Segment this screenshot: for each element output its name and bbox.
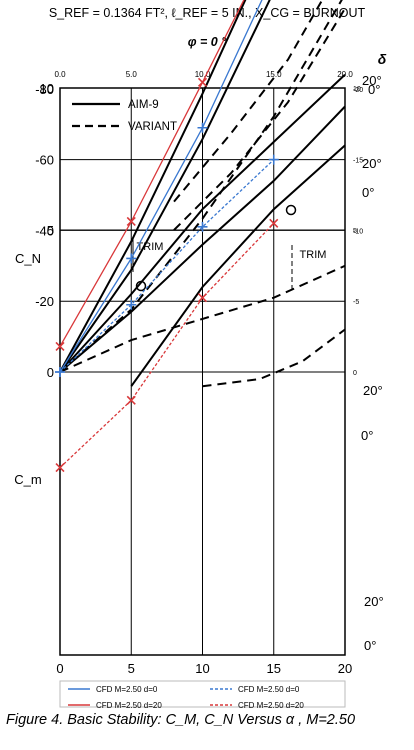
inner-legend-label: AIM-9 bbox=[128, 99, 159, 111]
reference-curve bbox=[59, 264, 346, 373]
right-tick-label: 0 bbox=[353, 370, 357, 377]
left-tick-label: -60 bbox=[35, 153, 54, 168]
x-tick-label: 15 bbox=[267, 661, 281, 676]
delta-mark: 20° bbox=[363, 383, 383, 398]
chart-header-line1: S_REF = 0.1364 FT², ℓ_REF = 5 IN., X_CG … bbox=[48, 6, 366, 20]
reference-curve bbox=[59, 73, 346, 373]
cfd-point bbox=[126, 299, 137, 310]
bottom-legend-label: CFD M=2.50 d=0 bbox=[238, 685, 300, 694]
left-tick-label: 0 bbox=[47, 365, 54, 380]
left-tick-label: -20 bbox=[35, 294, 54, 309]
y-axis-label-cm: C_m bbox=[14, 472, 41, 487]
left-tick-label: 10 bbox=[40, 81, 54, 96]
delta-mark: 20° bbox=[362, 73, 382, 88]
right-tick-label: 10 bbox=[353, 86, 361, 93]
delta-mark: 0° bbox=[368, 82, 380, 97]
inner-legend-label: VARIANT bbox=[128, 121, 177, 133]
bottom-legend-box bbox=[59, 680, 346, 708]
reference-curve bbox=[173, 0, 324, 203]
x-tick-label: 5 bbox=[128, 661, 135, 676]
cfd-series-line bbox=[59, 222, 275, 469]
x-tick-label: 10 bbox=[195, 661, 209, 676]
chart-header-line2: φ = 0 ° bbox=[187, 35, 227, 49]
reference-curve bbox=[59, 0, 247, 373]
figure-caption: Figure 4. Basic Stability: C_M, C_N Vers… bbox=[6, 712, 356, 728]
cfd-point bbox=[126, 216, 136, 227]
cfd-point bbox=[197, 293, 208, 303]
trim-label: TRIM bbox=[137, 241, 164, 253]
x-tick-label: 20 bbox=[338, 661, 352, 676]
top-tick-label: 10.0 bbox=[195, 70, 211, 79]
cfd-series-line bbox=[59, 0, 245, 347]
cfd-point bbox=[126, 395, 136, 405]
left-tick-label: -40 bbox=[35, 223, 54, 238]
delta-label: δ bbox=[378, 51, 387, 67]
delta-mark: 0° bbox=[361, 428, 373, 443]
reference-curve bbox=[59, 0, 271, 373]
cfd-point bbox=[55, 463, 65, 473]
right-tick-label: -20 bbox=[353, 87, 363, 94]
right-tick-label: -10 bbox=[353, 228, 363, 235]
bottom-legend-label: CFD M=2.50 d=20 bbox=[96, 701, 162, 710]
cfd-point bbox=[55, 367, 65, 377]
left-tick-label: -80 bbox=[35, 82, 54, 97]
top-tick-label: 20.0 bbox=[337, 70, 353, 79]
cfd-series-line bbox=[59, 0, 263, 373]
cfd-point bbox=[197, 221, 208, 232]
x-tick-label: 0 bbox=[56, 661, 63, 676]
cfd-point bbox=[197, 122, 208, 133]
cfd-point bbox=[269, 218, 279, 228]
cfd-point bbox=[126, 253, 137, 264]
reference-curve bbox=[59, 0, 343, 373]
reference-curve bbox=[173, 7, 346, 231]
delta-mark: 0° bbox=[364, 638, 376, 653]
cfd-point bbox=[268, 154, 279, 165]
trim-marker bbox=[285, 204, 297, 216]
top-tick-label: 5.0 bbox=[126, 70, 138, 79]
right-tick-label: -5 bbox=[353, 299, 359, 306]
y-axis-label-cn: C_N bbox=[15, 251, 41, 266]
cfd-point bbox=[197, 77, 208, 87]
reference-curve bbox=[59, 105, 346, 373]
right-tick-label: 5 bbox=[353, 228, 357, 235]
delta-mark: 20° bbox=[364, 594, 384, 609]
top-tick-label: 0.0 bbox=[54, 70, 66, 79]
cfd-point bbox=[55, 341, 65, 352]
bottom-legend-label: CFD M=2.50 d=0 bbox=[96, 685, 158, 694]
reference-curve bbox=[130, 144, 346, 387]
bottom-legend-label: CFD M=2.50 d=20 bbox=[238, 701, 304, 710]
left-tick-label: 5 bbox=[47, 223, 54, 238]
delta-mark: 0° bbox=[362, 185, 374, 200]
cfd-series-line bbox=[59, 159, 275, 373]
top-tick-label: 15.0 bbox=[266, 70, 282, 79]
reference-curve bbox=[202, 328, 346, 388]
right-tick-label: -15 bbox=[353, 158, 363, 165]
delta-mark: 20° bbox=[362, 156, 382, 171]
trim-label: TRIM bbox=[300, 249, 327, 261]
